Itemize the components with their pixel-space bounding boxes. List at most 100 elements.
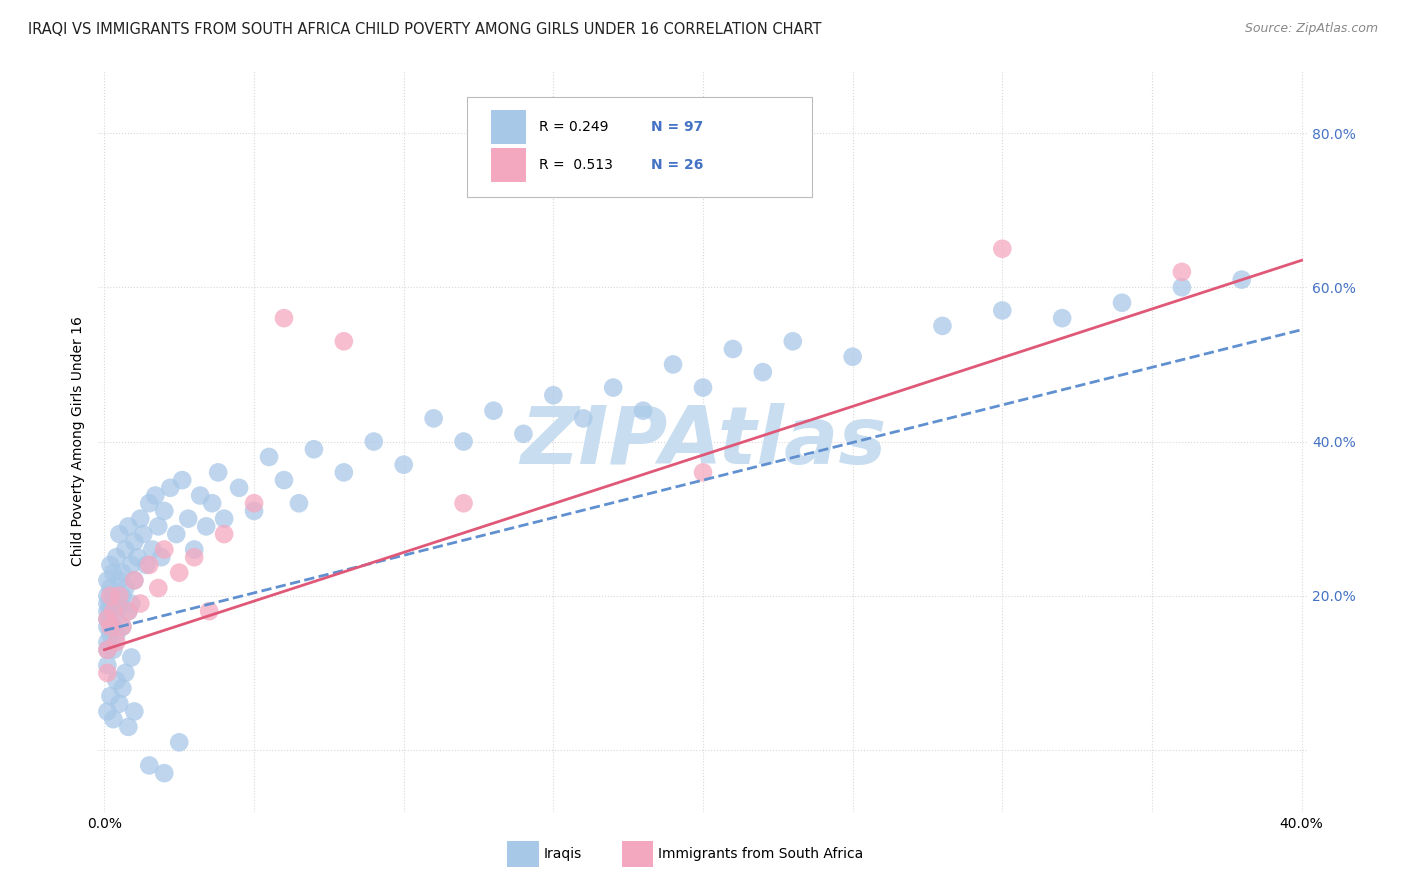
Point xyxy=(153,542,176,557)
Point xyxy=(105,635,128,649)
Point xyxy=(108,589,131,603)
Point xyxy=(103,619,125,633)
Point xyxy=(1230,272,1253,286)
Point xyxy=(183,542,205,557)
Point xyxy=(100,589,122,603)
Point xyxy=(135,558,157,572)
Point xyxy=(114,665,136,680)
Point xyxy=(117,720,139,734)
Point xyxy=(1050,311,1073,326)
Point xyxy=(198,604,221,618)
Point xyxy=(257,450,280,464)
Point xyxy=(302,442,325,457)
Point xyxy=(96,665,118,680)
Point xyxy=(120,650,142,665)
Point xyxy=(111,619,134,633)
Point xyxy=(96,658,118,673)
Point xyxy=(114,542,136,557)
Point xyxy=(127,550,149,565)
Point xyxy=(1111,295,1133,310)
Point xyxy=(782,334,804,349)
Point xyxy=(103,566,125,580)
FancyBboxPatch shape xyxy=(621,841,654,866)
Point xyxy=(512,426,534,441)
Point xyxy=(148,519,170,533)
Point xyxy=(422,411,444,425)
Point xyxy=(111,681,134,696)
Point xyxy=(333,334,356,349)
Point xyxy=(273,473,295,487)
Point xyxy=(103,604,125,618)
Point xyxy=(103,589,125,603)
Point xyxy=(129,597,152,611)
Point xyxy=(721,342,744,356)
Point xyxy=(96,612,118,626)
Point xyxy=(183,550,205,565)
Point xyxy=(96,619,118,633)
Point xyxy=(392,458,415,472)
Point xyxy=(177,511,200,525)
Point xyxy=(124,705,146,719)
Point xyxy=(124,534,146,549)
Point xyxy=(243,504,266,518)
Point xyxy=(117,604,139,618)
Point xyxy=(153,504,176,518)
Text: Immigrants from South Africa: Immigrants from South Africa xyxy=(658,847,863,861)
Point xyxy=(103,712,125,726)
Point xyxy=(243,496,266,510)
Point xyxy=(572,411,595,425)
Point xyxy=(201,496,224,510)
Text: IRAQI VS IMMIGRANTS FROM SOUTH AFRICA CHILD POVERTY AMONG GIRLS UNDER 16 CORRELA: IRAQI VS IMMIGRANTS FROM SOUTH AFRICA CH… xyxy=(28,22,821,37)
Point xyxy=(105,673,128,688)
Point xyxy=(150,550,173,565)
Point xyxy=(143,489,166,503)
Point xyxy=(96,635,118,649)
Point xyxy=(602,380,624,394)
Text: R = 0.249: R = 0.249 xyxy=(538,120,607,134)
Point xyxy=(1171,280,1194,294)
Point xyxy=(363,434,385,449)
FancyBboxPatch shape xyxy=(467,97,811,197)
Point xyxy=(96,612,118,626)
Point xyxy=(138,758,160,772)
Point xyxy=(105,627,128,641)
Point xyxy=(103,642,125,657)
Point xyxy=(100,604,122,618)
Point xyxy=(141,542,163,557)
Point xyxy=(111,589,134,603)
Point xyxy=(195,519,218,533)
Point xyxy=(172,473,194,487)
FancyBboxPatch shape xyxy=(492,110,526,144)
Point xyxy=(752,365,775,379)
Point xyxy=(105,550,128,565)
Point xyxy=(167,735,190,749)
Point xyxy=(453,496,475,510)
Y-axis label: Child Poverty Among Girls Under 16: Child Poverty Among Girls Under 16 xyxy=(72,317,86,566)
Point xyxy=(96,597,118,611)
Point xyxy=(132,527,155,541)
Point xyxy=(333,466,356,480)
Point xyxy=(228,481,250,495)
Point xyxy=(96,574,118,588)
Point xyxy=(120,597,142,611)
Point xyxy=(108,527,131,541)
Point xyxy=(167,566,190,580)
Point xyxy=(662,358,685,372)
Text: Iraqis: Iraqis xyxy=(543,847,582,861)
Point xyxy=(96,589,118,603)
Point xyxy=(117,604,139,618)
Point xyxy=(931,318,953,333)
Point xyxy=(100,627,122,641)
Point xyxy=(841,350,863,364)
Point xyxy=(96,642,118,657)
Text: N = 97: N = 97 xyxy=(651,120,703,134)
Point xyxy=(114,581,136,595)
Point xyxy=(212,527,235,541)
Point xyxy=(153,766,176,780)
Point xyxy=(288,496,311,510)
Point xyxy=(138,496,160,510)
Point xyxy=(105,604,128,618)
Point xyxy=(991,303,1014,318)
Point xyxy=(100,619,122,633)
Point xyxy=(188,489,211,503)
